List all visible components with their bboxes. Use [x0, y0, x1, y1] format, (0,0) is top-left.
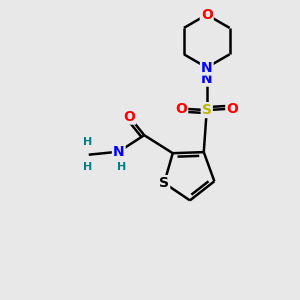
Text: H: H	[117, 162, 126, 172]
Text: N: N	[113, 145, 124, 159]
Text: O: O	[201, 8, 213, 22]
Text: H: H	[82, 137, 92, 147]
Text: O: O	[226, 102, 238, 116]
Text: N: N	[201, 72, 213, 86]
Text: S: S	[159, 176, 169, 190]
Text: H: H	[82, 162, 92, 172]
Text: S: S	[202, 103, 212, 117]
Text: O: O	[175, 102, 187, 116]
Text: N: N	[201, 61, 213, 74]
Text: O: O	[123, 110, 135, 124]
